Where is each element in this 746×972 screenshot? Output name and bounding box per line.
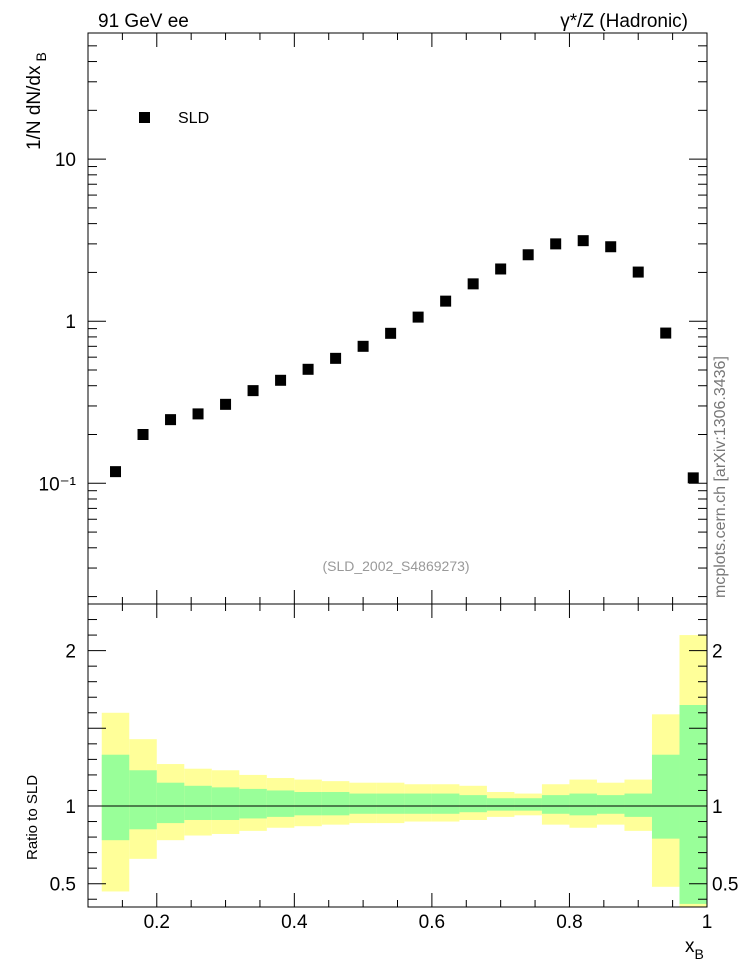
data-point (660, 327, 672, 339)
data-point (550, 238, 562, 250)
header-right-label: γ*/Z (Hadronic) (560, 11, 688, 32)
ratio-band-green-bin (101, 754, 130, 841)
ratio-band-green-bin (404, 793, 432, 814)
ratio-y-tick-label-right: 2 (712, 642, 723, 663)
x-tick-label: 0.4 (281, 912, 308, 933)
data-point (495, 263, 507, 275)
ratio-y-tick-label-left: 2 (65, 642, 76, 663)
y-tick-label: 10 (55, 150, 76, 171)
main-ylabel: 1/N dN/dxB (24, 52, 49, 150)
data-point (302, 363, 314, 375)
data-point (137, 429, 149, 441)
x-tick-label: 0.6 (419, 912, 445, 933)
data-point (330, 352, 342, 364)
data-point (440, 295, 452, 307)
ratio-y-tick-label-left: 1 (65, 797, 76, 818)
data-point (687, 472, 699, 484)
ratio-xlabel: xB (685, 936, 704, 962)
ratio-band-green-bin (541, 795, 570, 814)
ratio-y-tick-label-right: 1 (712, 797, 723, 818)
data-point (357, 340, 369, 352)
data-point (247, 385, 259, 397)
ratio-band-green-bin (596, 795, 625, 814)
ratio-bands (88, 635, 707, 907)
annotation: (SLD_2002_S4869273) (322, 558, 469, 574)
data-point (605, 241, 617, 253)
ratio-y-tick-label-right: 0.5 (712, 875, 738, 896)
ratio-band-green-bin (156, 782, 185, 824)
data-point (192, 408, 204, 420)
data-point (110, 466, 122, 478)
data-point (632, 266, 644, 278)
data-point (165, 414, 177, 426)
x-tick-label: 1 (702, 912, 713, 933)
ratio-band-green-bin (321, 792, 350, 816)
ratio-band-green-bin (211, 787, 240, 820)
legend-marker-square (139, 112, 150, 123)
x-tick-label: 0.2 (144, 912, 170, 933)
data-point (467, 278, 479, 290)
ratio-band-green-bin (266, 790, 295, 817)
ratio-band-green-bin (679, 705, 707, 904)
ratio-band-green-bin (239, 788, 267, 819)
y-tick-label: 10⁻¹ (39, 474, 77, 495)
data-point (412, 311, 424, 323)
data-point (577, 235, 589, 247)
ratio-y-tick-label-left: 0.5 (50, 875, 76, 896)
ratio-band-green-bin (376, 793, 405, 814)
main-markers (110, 235, 699, 484)
side-label: mcplots.cern.ch [arXiv:1306.3436] (712, 356, 729, 598)
header-left-label: 91 GeV ee (98, 11, 189, 32)
data-point (220, 398, 232, 410)
y-tick-label: 1 (65, 312, 76, 333)
ratio-band-green-bin (184, 785, 212, 820)
ratio-band-green-bin (651, 754, 680, 839)
legend-entry-sld: SLD (178, 110, 209, 127)
ratio-band-green-bin (431, 793, 460, 814)
ratio-band-green-bin (624, 793, 652, 817)
ratio-band-green-bin (294, 792, 322, 816)
ratio-band-green-bin (514, 798, 542, 811)
ratio-band-green-bin (569, 793, 597, 816)
ratio-band-green-bin (129, 770, 157, 830)
axes-layer: 0.2 0.4 0.6 0.8 1 10⁻¹ 1 10 0.5 0.5 1 1 2 2 (39, 32, 738, 933)
ratio-band-green-bin (459, 795, 487, 813)
ratio-band-green-bin (486, 798, 515, 811)
ratio-frame (87, 603, 708, 908)
data-point (385, 327, 397, 339)
ratio-band-green-bin (349, 793, 377, 814)
ratio-ylabel: Ratio to SLD (24, 775, 41, 860)
data-point (522, 249, 534, 261)
data-point (275, 374, 287, 386)
x-tick-label: 0.8 (556, 912, 582, 933)
